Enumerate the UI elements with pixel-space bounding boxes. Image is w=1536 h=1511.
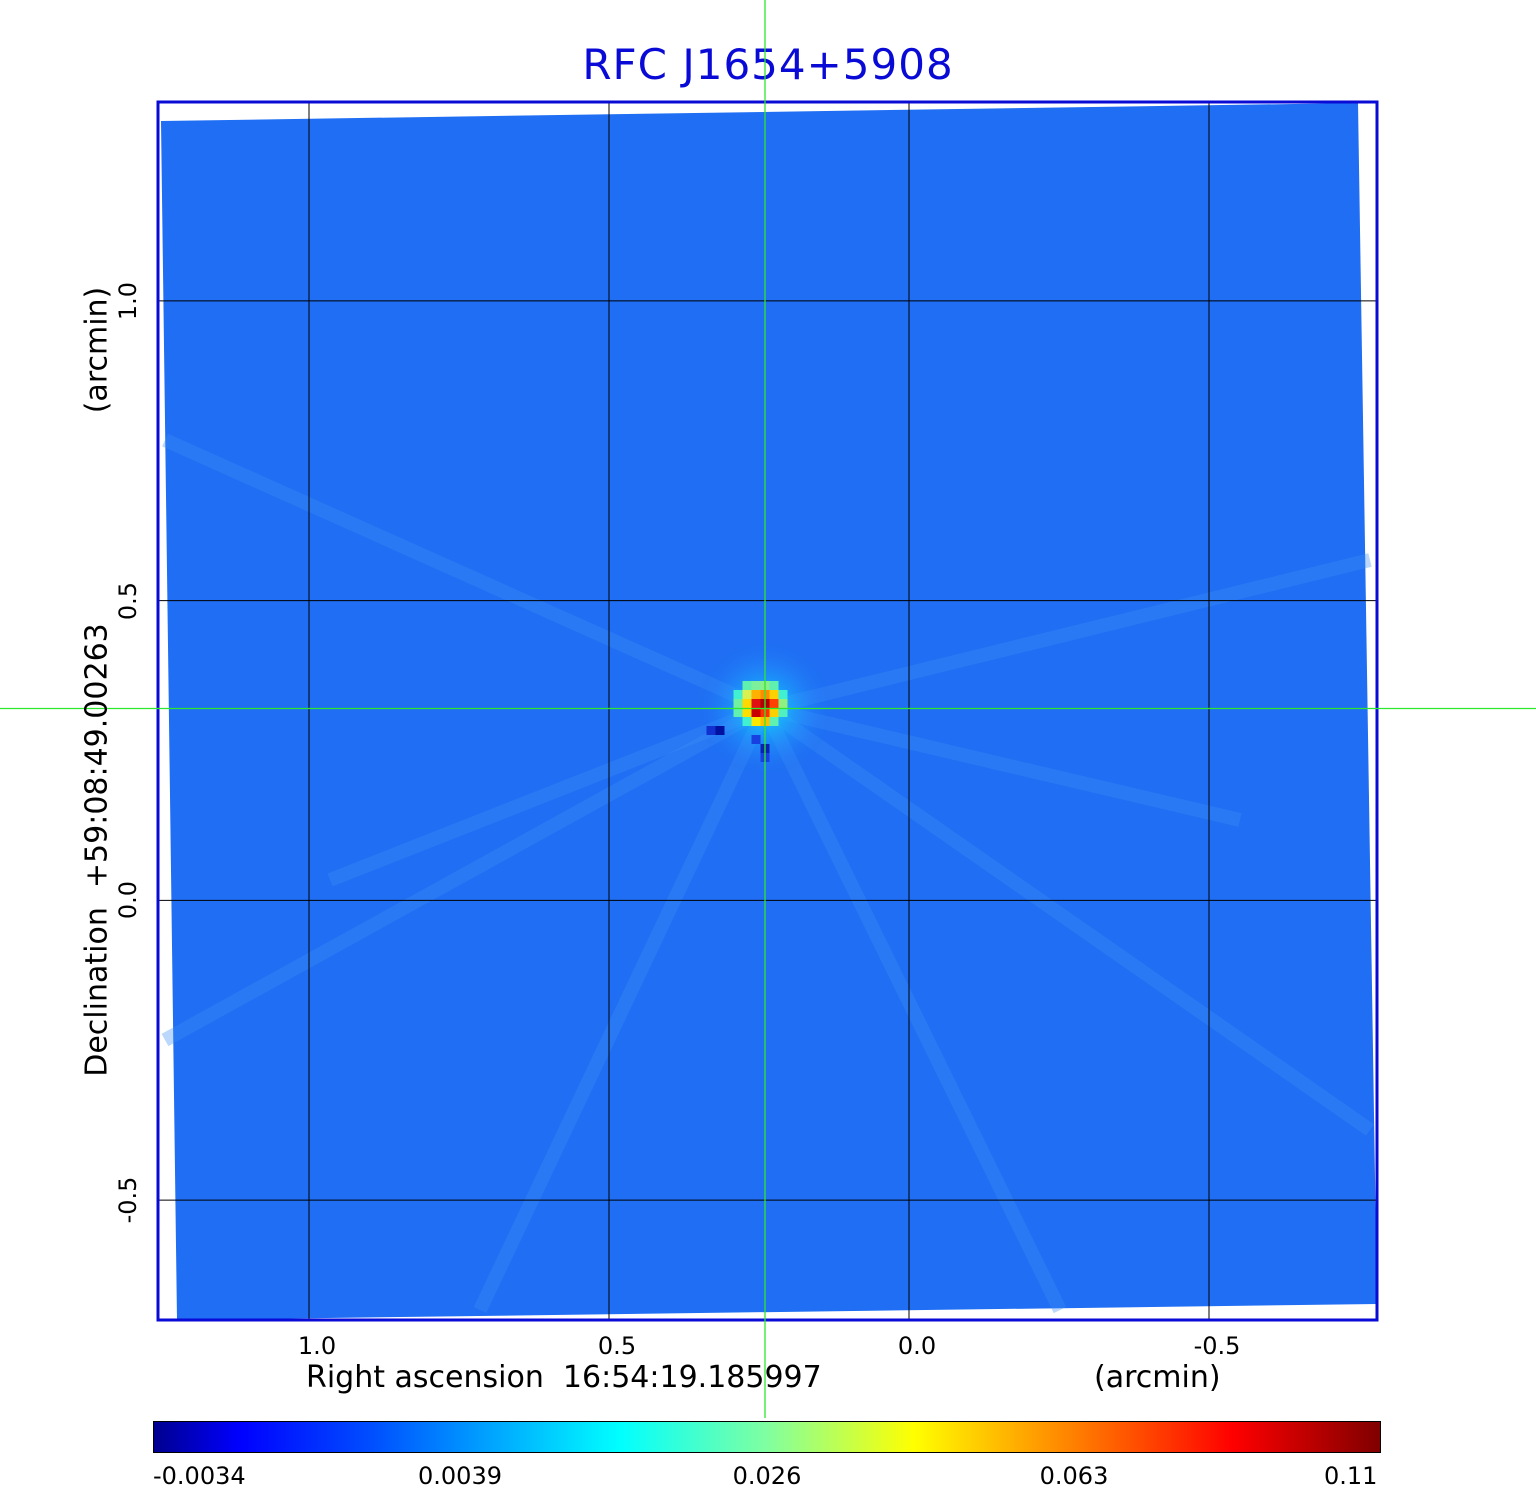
colorbar-tick-label: 0.063 xyxy=(1039,1462,1109,1490)
y-tick-label: 0.5 xyxy=(114,581,142,620)
streak xyxy=(162,433,768,715)
source-pixel xyxy=(742,690,752,700)
x-tick-label: 1.0 xyxy=(297,1332,337,1360)
plot-frame xyxy=(156,100,1379,1322)
source-pixel xyxy=(778,708,788,718)
y-axis-unit: (arcmin) xyxy=(79,286,115,414)
source-pixel xyxy=(733,708,743,718)
x-axis-label: Right ascension 16:54:19.185997 xyxy=(306,1360,822,1395)
y-tick-label: 0.0 xyxy=(114,881,142,920)
source-pixel xyxy=(733,690,743,700)
source-pixel xyxy=(769,717,779,727)
chart-title: RFC J1654+5908 xyxy=(582,40,954,89)
source-pixel xyxy=(751,708,761,718)
streak xyxy=(327,701,768,887)
source-pixel xyxy=(778,690,788,700)
source-pixel xyxy=(706,726,716,736)
source-pixel xyxy=(742,681,752,691)
source-pixel xyxy=(751,717,761,727)
x-tick-label: 0.0 xyxy=(897,1332,937,1360)
source-pixel xyxy=(742,717,752,727)
source-pixel xyxy=(769,699,779,709)
colorbar-tick-label: 0.0039 xyxy=(418,1462,502,1490)
y-tick-label: -0.5 xyxy=(114,1176,142,1224)
source-pixel xyxy=(733,699,743,709)
x-tick-label: 0.5 xyxy=(597,1332,637,1360)
y-axis-label: Declination +59:08:49.00263 xyxy=(79,623,115,1077)
crosshair xyxy=(0,0,1536,1418)
streak xyxy=(473,705,772,1313)
streak xyxy=(763,701,1242,827)
streak xyxy=(760,702,1375,1136)
streak xyxy=(763,553,1372,716)
source-pixel xyxy=(751,735,761,745)
streak xyxy=(758,705,1067,1314)
colorbar-tick-label: -0.0034 xyxy=(153,1462,246,1490)
source-pixel xyxy=(742,699,752,709)
source-pixel xyxy=(742,708,752,718)
source-pixel xyxy=(769,681,779,691)
source-pixel xyxy=(778,699,788,709)
x-axis-unit: (arcmin) xyxy=(1094,1360,1221,1395)
colorbar-tick-label: 0.026 xyxy=(732,1462,802,1490)
source-pixel xyxy=(769,708,779,718)
source-pixel xyxy=(751,681,761,691)
colorbar-tick-label: 0.11 xyxy=(1324,1462,1378,1490)
x-tick-label: -0.5 xyxy=(1193,1332,1241,1360)
source-pixel xyxy=(769,690,779,700)
coordinate-grid xyxy=(159,103,1377,1320)
source-pixel xyxy=(751,690,761,700)
y-tick-label: 1.0 xyxy=(114,281,142,320)
beam-streaks xyxy=(161,433,1375,1314)
colorbar xyxy=(153,1421,1381,1453)
source-pixel xyxy=(751,699,761,709)
streak xyxy=(161,702,769,1047)
source-pixel xyxy=(715,726,725,736)
